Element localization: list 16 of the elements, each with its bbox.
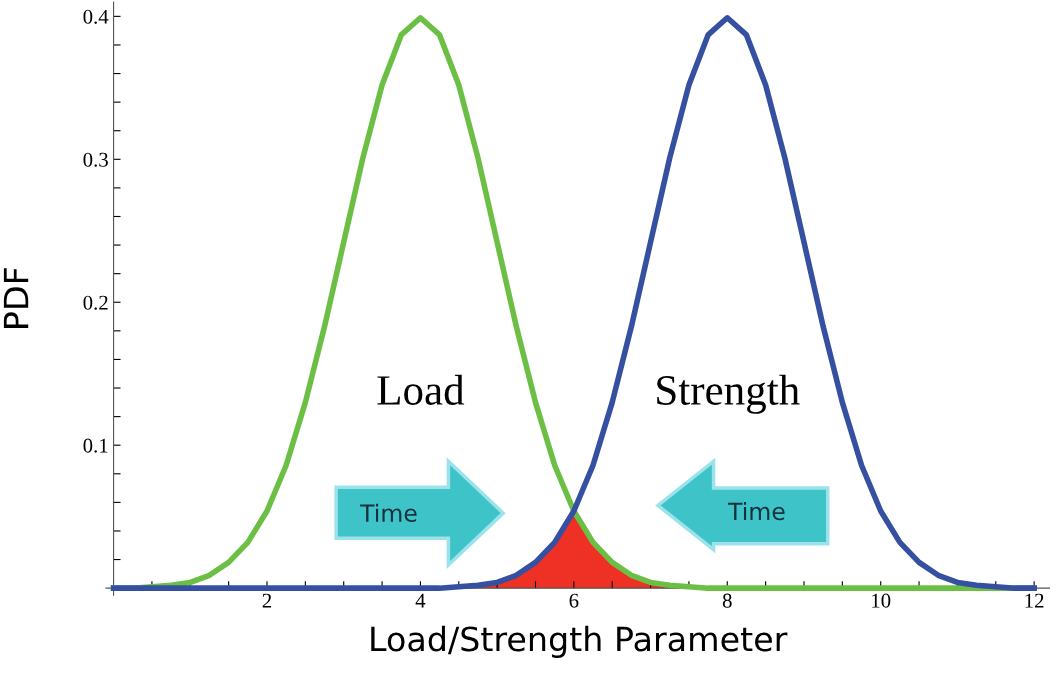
y-tick-label: 0.3 [83,152,108,167]
x-axis-title: Load/Strength Parameter [371,625,788,659]
annotation: Time [728,502,785,521]
series-label: Strength [657,374,800,414]
series-label: Load [377,374,465,405]
annotation: Time [360,503,417,523]
x-tick-label: 10 [872,593,891,608]
y-tick-label: 0.2 [83,295,108,310]
x-tick-label: 4 [415,593,426,608]
y-tick-label: 0.1 [83,438,108,453]
x-tick-label: 12 [1025,593,1044,608]
y-tick-label: 0.4 [83,9,109,24]
x-tick-label: 8 [722,593,732,608]
x-tick-label: 6 [569,593,579,608]
x-tick-label: 2 [262,593,272,608]
y-axis-title: PDF [3,268,29,328]
